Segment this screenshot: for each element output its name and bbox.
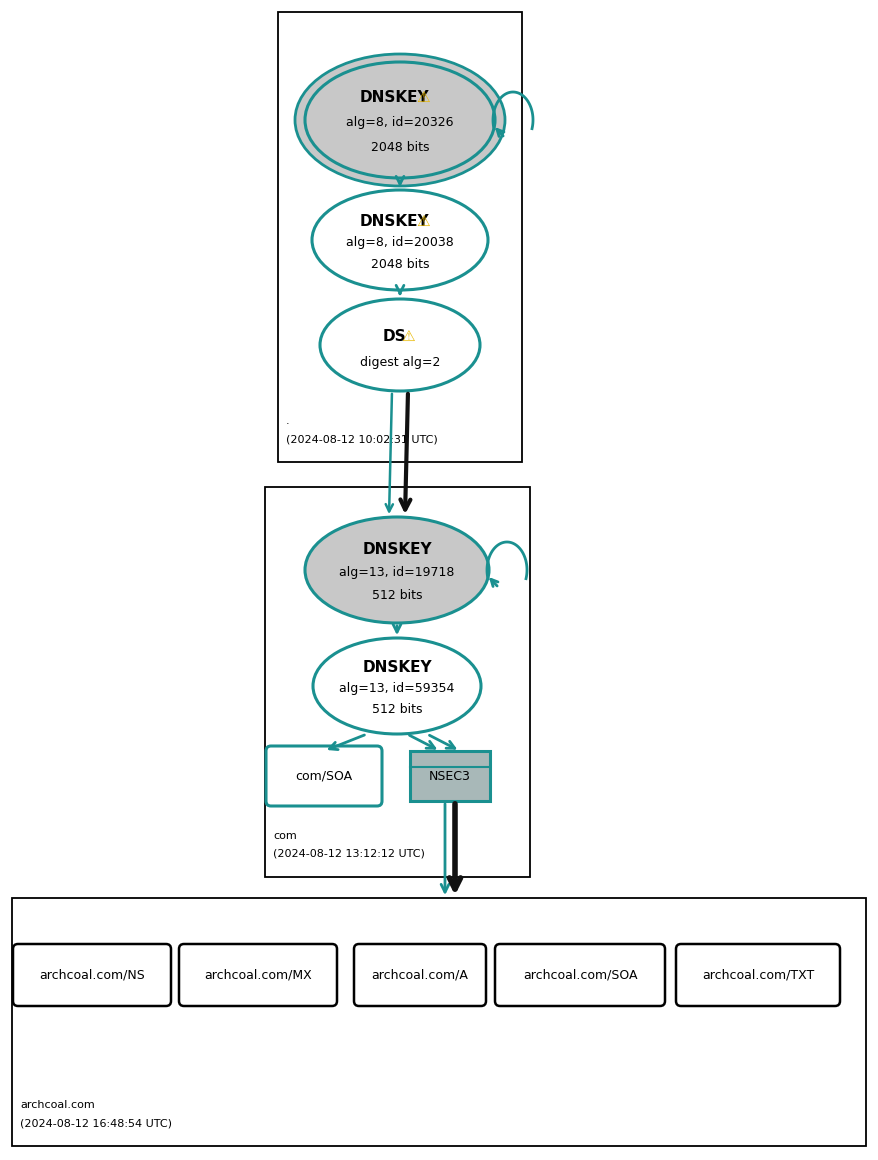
Text: alg=13, id=59354: alg=13, id=59354	[339, 682, 454, 695]
Text: archcoal.com/A: archcoal.com/A	[371, 969, 468, 981]
Ellipse shape	[320, 299, 479, 391]
FancyBboxPatch shape	[266, 746, 382, 806]
Text: archcoal.com: archcoal.com	[20, 1100, 95, 1110]
Text: DNSKEY: DNSKEY	[362, 660, 431, 675]
Text: alg=13, id=19718: alg=13, id=19718	[339, 566, 454, 579]
Ellipse shape	[312, 190, 487, 290]
Text: DNSKEY: DNSKEY	[359, 90, 428, 106]
Text: digest alg=2: digest alg=2	[359, 356, 440, 369]
Ellipse shape	[295, 55, 505, 186]
FancyBboxPatch shape	[494, 944, 665, 1006]
Text: DS: DS	[382, 329, 406, 345]
Bar	[277, 12, 522, 462]
Text: archcoal.com/SOA: archcoal.com/SOA	[522, 969, 637, 981]
Text: (2024-08-12 16:48:54 UTC): (2024-08-12 16:48:54 UTC)	[20, 1118, 172, 1128]
FancyBboxPatch shape	[179, 944, 336, 1006]
Text: 2048 bits: 2048 bits	[371, 142, 428, 154]
Text: alg=8, id=20326: alg=8, id=20326	[346, 116, 453, 130]
FancyBboxPatch shape	[409, 751, 489, 802]
Text: archcoal.com/NS: archcoal.com/NS	[40, 969, 145, 981]
Text: .: .	[285, 416, 289, 426]
Text: com: com	[273, 831, 297, 841]
Ellipse shape	[313, 638, 480, 734]
Text: ⚠: ⚠	[415, 213, 429, 229]
Bar	[12, 898, 865, 1146]
Text: com/SOA: com/SOA	[295, 769, 352, 783]
Text: 512 bits: 512 bits	[371, 589, 421, 602]
Text: 512 bits: 512 bits	[371, 703, 421, 716]
Text: ⚠: ⚠	[400, 329, 414, 345]
Text: archcoal.com/TXT: archcoal.com/TXT	[701, 969, 813, 981]
FancyBboxPatch shape	[675, 944, 839, 1006]
Text: DNSKEY: DNSKEY	[362, 543, 431, 557]
Text: archcoal.com/MX: archcoal.com/MX	[204, 969, 312, 981]
Text: ⚠: ⚠	[415, 90, 429, 106]
FancyBboxPatch shape	[354, 944, 486, 1006]
Ellipse shape	[305, 61, 494, 177]
Text: (2024-08-12 13:12:12 UTC): (2024-08-12 13:12:12 UTC)	[273, 849, 424, 860]
Text: (2024-08-12 10:02:31 UTC): (2024-08-12 10:02:31 UTC)	[285, 434, 437, 444]
FancyBboxPatch shape	[13, 944, 171, 1006]
Ellipse shape	[305, 517, 488, 623]
Text: 2048 bits: 2048 bits	[371, 258, 428, 270]
Text: NSEC3: NSEC3	[428, 769, 471, 783]
Bar	[264, 487, 529, 877]
Text: alg=8, id=20038: alg=8, id=20038	[346, 235, 453, 249]
Text: DNSKEY: DNSKEY	[359, 213, 428, 229]
